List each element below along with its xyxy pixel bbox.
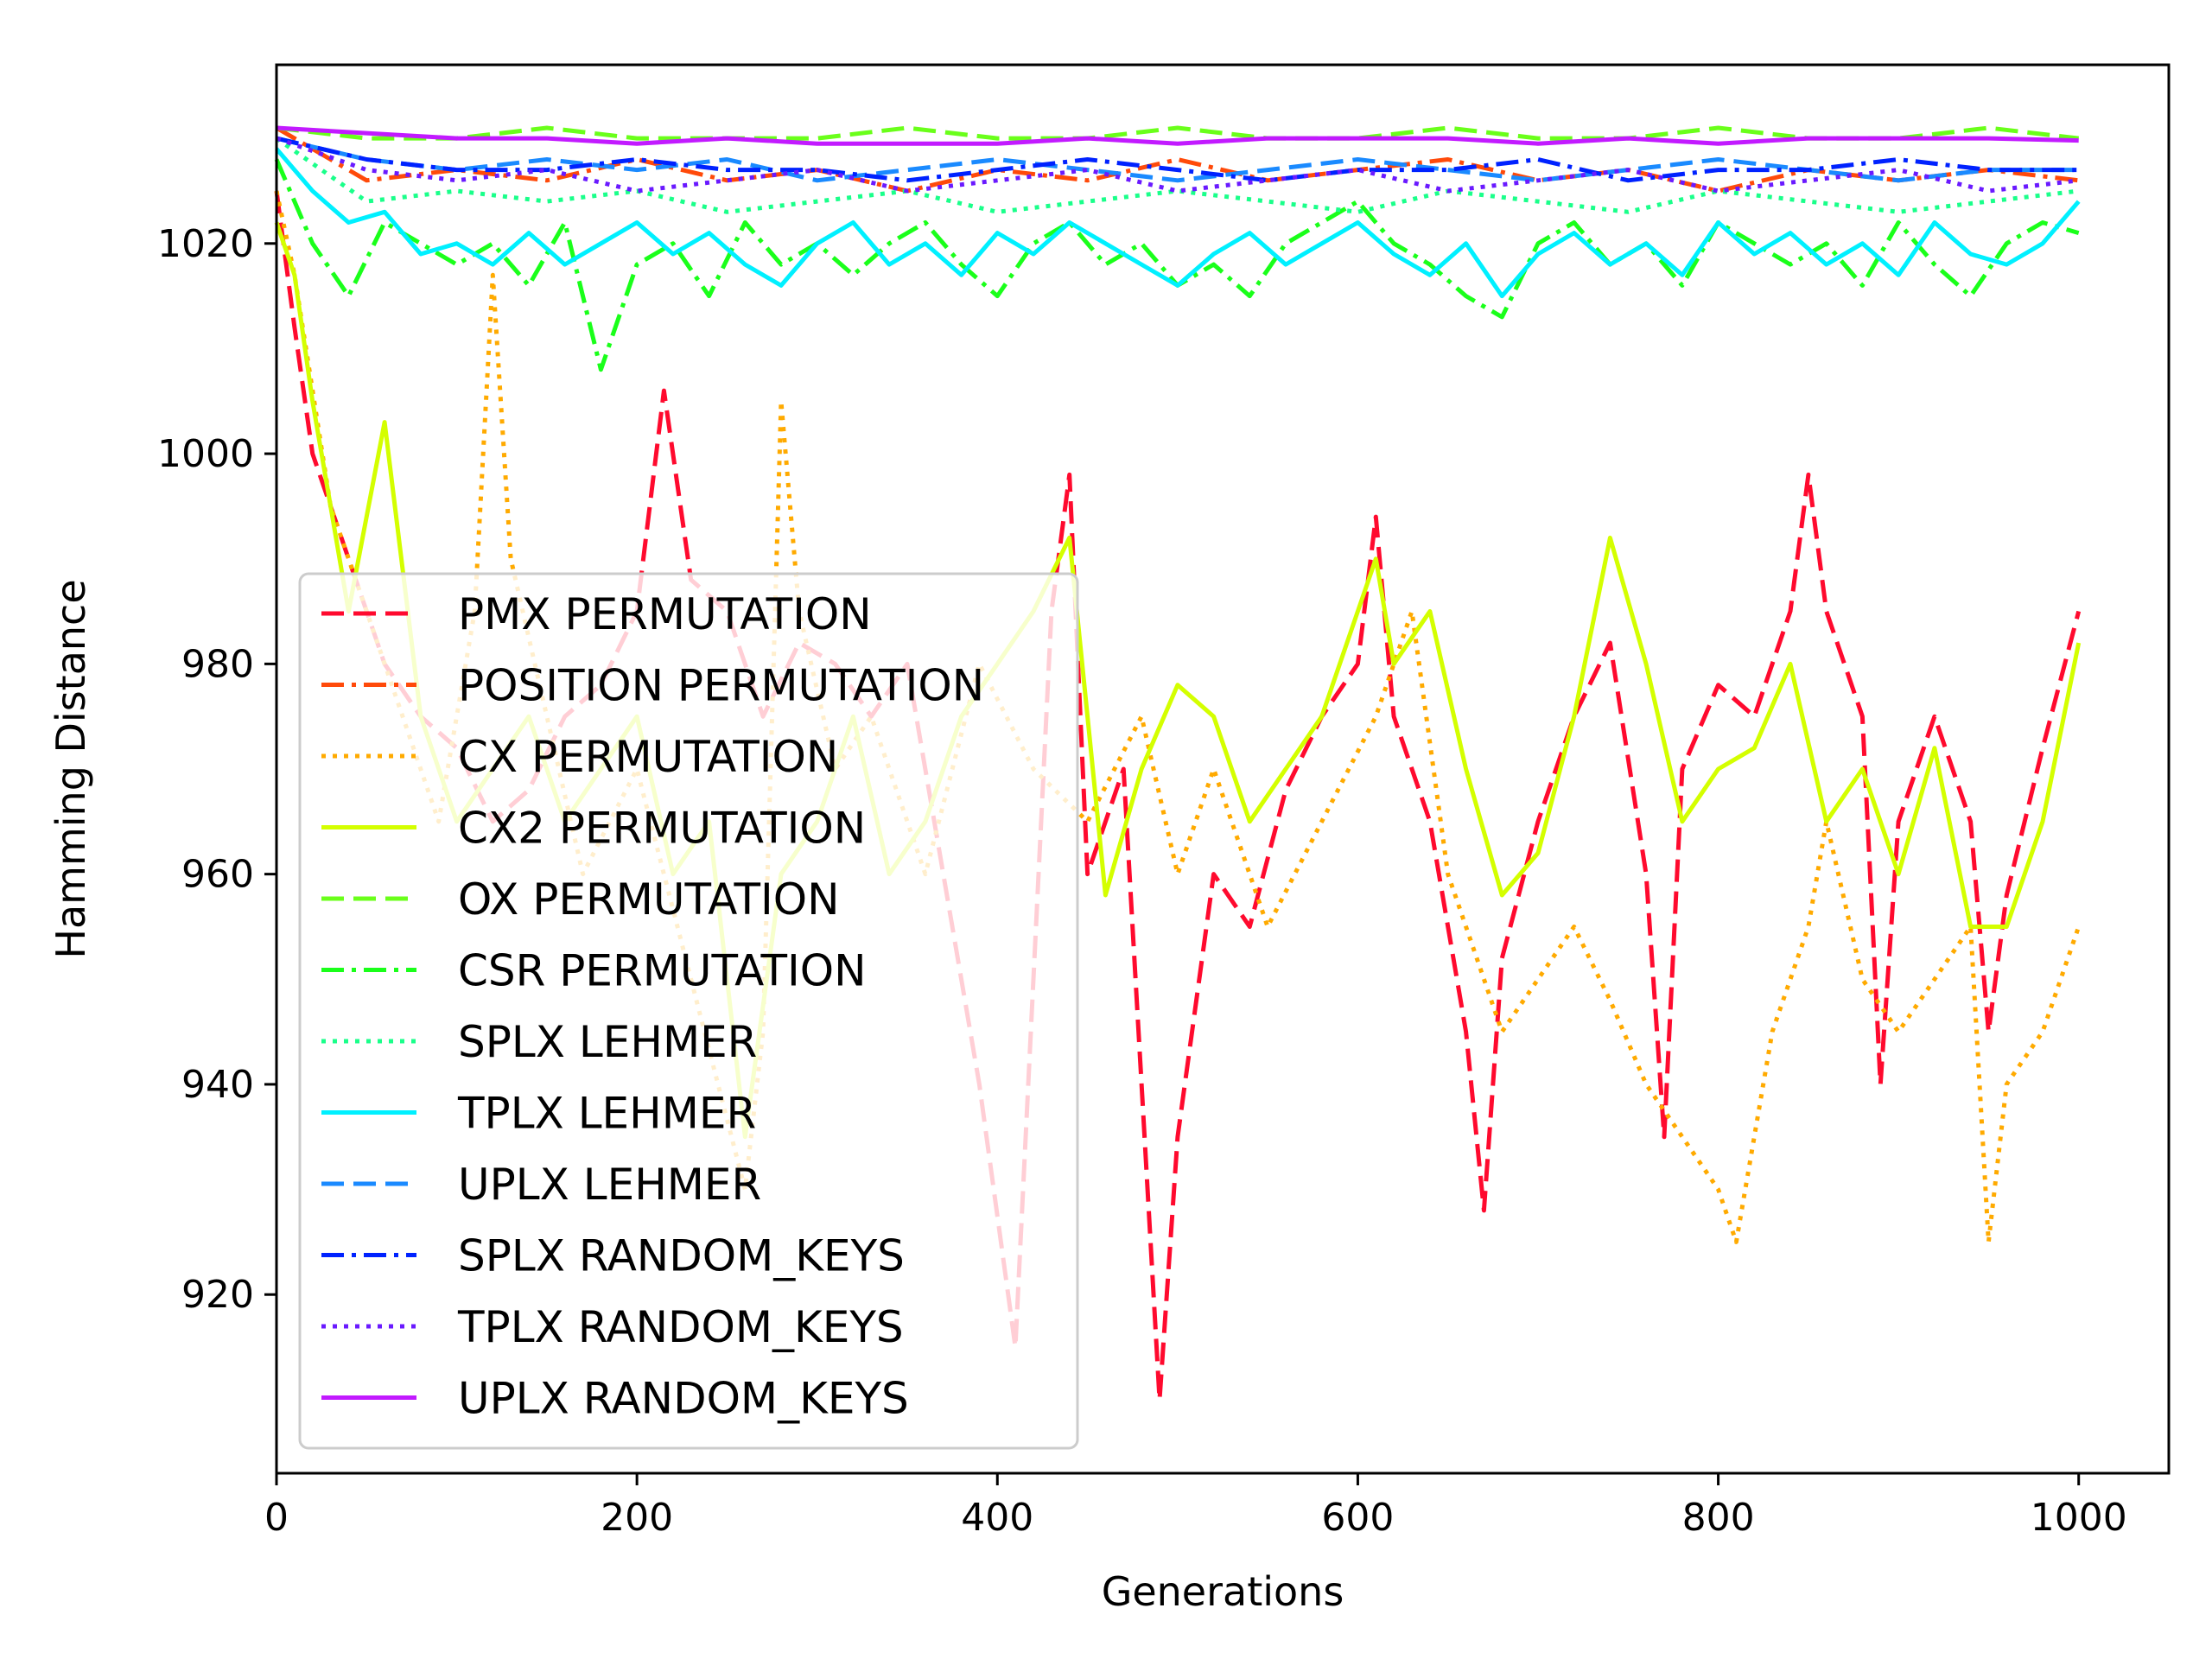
- x-tick-label: 1000: [2031, 1496, 2127, 1540]
- series-line-12: [276, 125, 2079, 146]
- y-tick-label: 940: [181, 1063, 254, 1107]
- y-tick-label: 960: [181, 853, 254, 897]
- series-line-8: [275, 147, 2081, 299]
- y-axis-label: Hamming Distance: [48, 579, 94, 958]
- legend-label: SPLX LEHMER: [458, 1017, 757, 1067]
- legend-label: PMX PERMUTATION: [458, 589, 872, 639]
- series-line-5: [276, 125, 2079, 141]
- legend-label: UPLX RANDOM_KEYS: [458, 1374, 909, 1424]
- legend-label: CSR PERMUTATION: [458, 946, 867, 996]
- x-tick-label: 600: [1321, 1496, 1394, 1540]
- x-tick-label: 0: [264, 1496, 289, 1540]
- x-axis-label: Generations: [1102, 1568, 1344, 1615]
- plot-frame: [275, 63, 2171, 1475]
- x-tick-label: 800: [1682, 1496, 1755, 1540]
- ticks-layer: 0 200 400 600 800 1000 920 940 960 980 1000 1020: [157, 222, 2127, 1540]
- y-tick-label: 1020: [157, 222, 254, 266]
- series-line-2: [275, 125, 2079, 194]
- legend: PMX PERMUTATION POSITION PERMUTATION CX PE…: [298, 572, 1079, 1450]
- legend-label: SPLX RANDOM_KEYS: [458, 1231, 905, 1281]
- legend-label: OX PERMUTATION: [458, 874, 840, 925]
- x-tick-label: 400: [961, 1496, 1033, 1540]
- legend-label: TPLX LEHMER: [457, 1089, 756, 1139]
- x-tick-label: 200: [601, 1496, 673, 1540]
- series-line-9: [276, 136, 2079, 183]
- y-tick-label: 920: [181, 1273, 254, 1317]
- y-tick-label: 980: [181, 642, 254, 686]
- legend-box: [298, 572, 1079, 1450]
- y-tick-label: 1000: [157, 432, 254, 476]
- legend-label: CX PERMUTATION: [458, 732, 838, 782]
- series-line-10: [276, 136, 2079, 183]
- legend-label: TPLX RANDOM_KEYS: [457, 1302, 904, 1352]
- legend-label: CX2 PERMUTATION: [458, 804, 866, 854]
- legend-label: POSITION PERMUTATION: [458, 661, 984, 711]
- legend-label: UPLX LEHMER: [458, 1160, 761, 1210]
